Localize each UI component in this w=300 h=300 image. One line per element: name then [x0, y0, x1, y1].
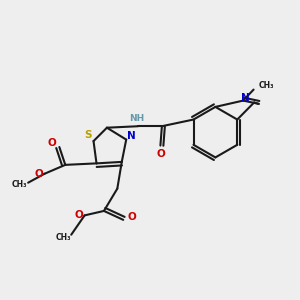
Text: O: O: [47, 138, 56, 148]
Text: N: N: [241, 93, 250, 103]
Text: O: O: [156, 149, 165, 159]
Text: O: O: [127, 212, 136, 223]
Text: NH: NH: [129, 114, 144, 123]
Text: CH₃: CH₃: [11, 180, 27, 189]
Text: O: O: [74, 210, 83, 220]
Text: CH₃: CH₃: [259, 81, 274, 90]
Text: N: N: [127, 131, 136, 141]
Text: CH₃: CH₃: [56, 233, 72, 242]
Text: O: O: [35, 169, 44, 179]
Text: S: S: [84, 130, 92, 140]
